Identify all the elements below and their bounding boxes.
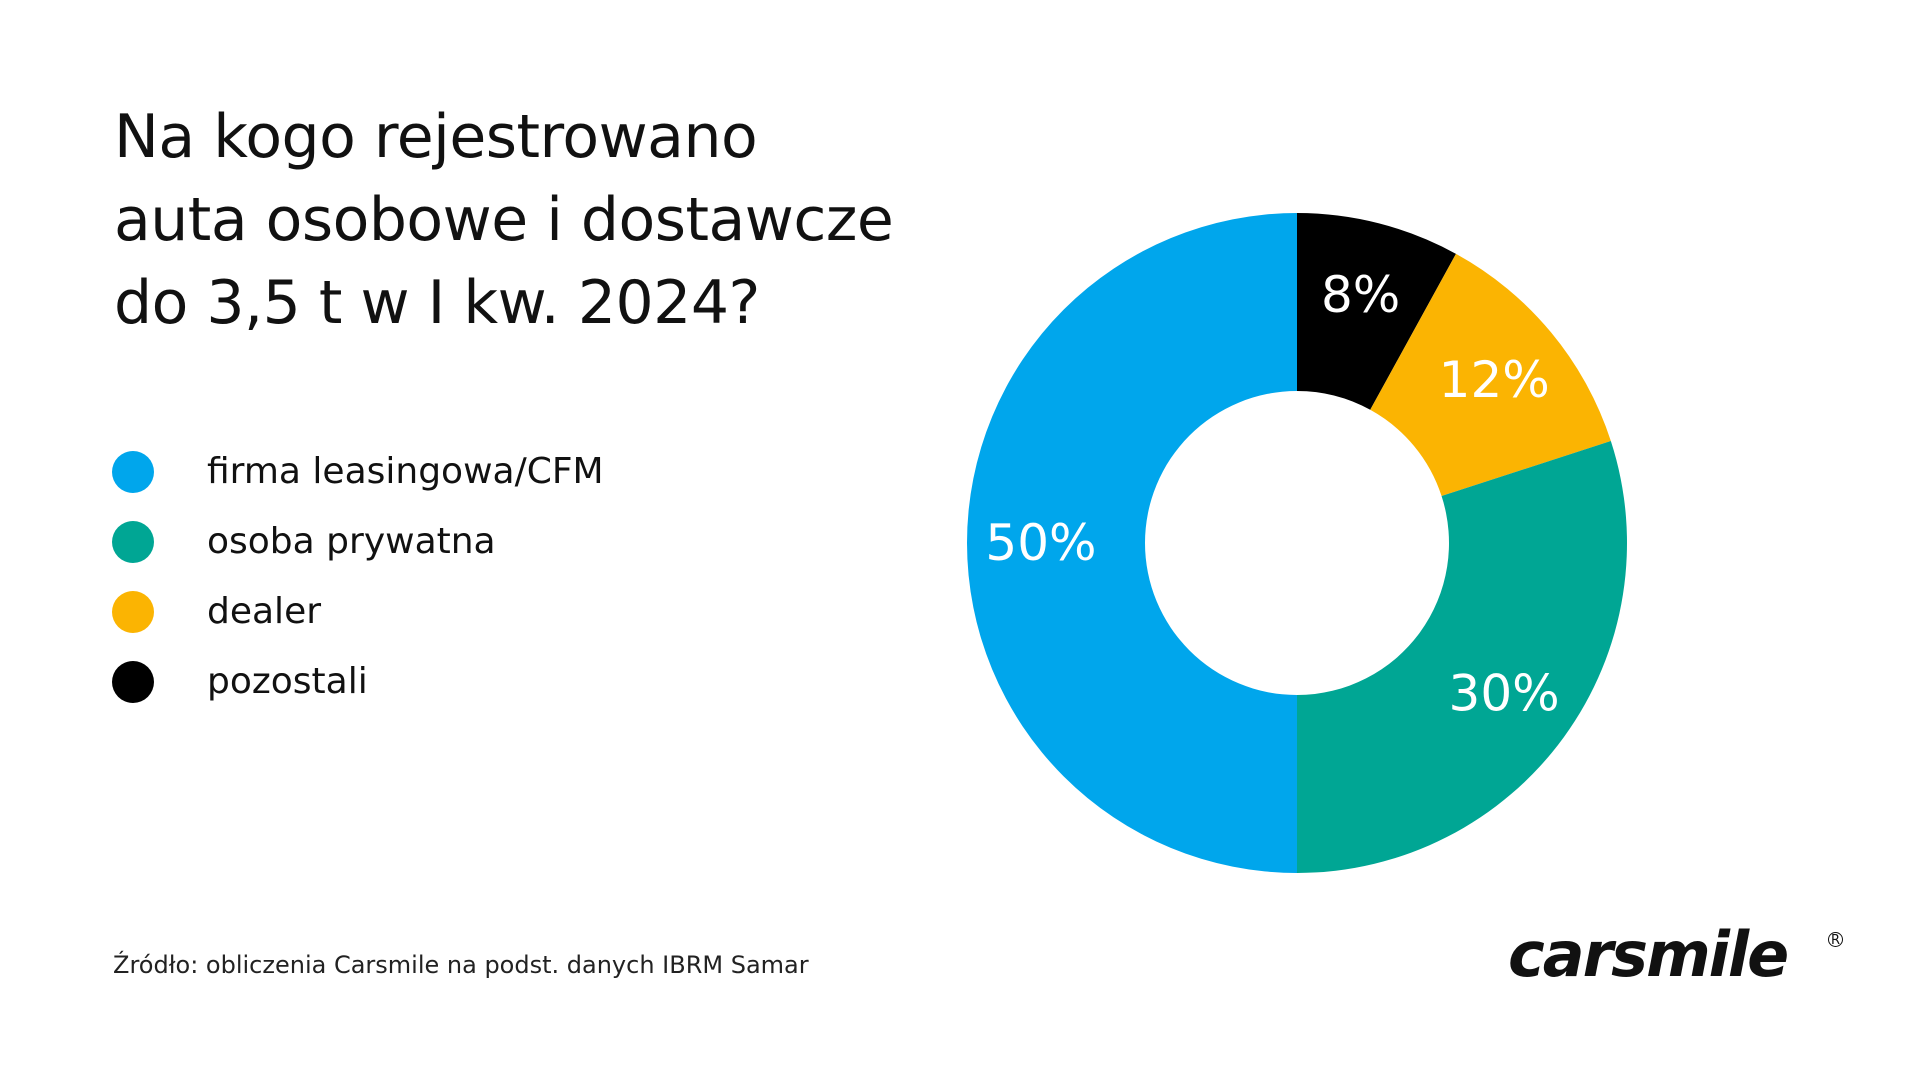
chart-title: Na kogo rejestrowano auta osobowe i dost… [114,96,1014,345]
legend-swatch-osoba-prywatna [112,521,154,563]
legend-swatch-pozostali [112,661,154,703]
slice-label-dealer: 12% [1439,351,1550,409]
slice-pozostali [1297,213,1456,410]
slice-firma-leasingowa-cfm [967,213,1297,873]
legend-label-dealer: dealer [207,591,322,632]
legend-item-firma-leasingowa: firma leasingowa/CFM [112,444,732,514]
legend-swatch-firma-leasingowa [112,451,154,493]
legend: firma leasingowa/CFM osoba prywatna deal… [112,444,732,724]
source-note: Źródło: obliczenia Carsmile na podst. da… [113,951,809,979]
slice-label-pozostali: 8% [1321,266,1400,324]
logo-wordmark: carsmile [1508,918,1789,991]
slice-osoba-prywatna [1297,441,1627,873]
slice-label-osoba-prywatna: 30% [1449,664,1560,722]
legend-label-firma-leasingowa: firma leasingowa/CFM [207,451,604,492]
title-line-3: do 3,5 t w I kw. 2024? [114,268,760,338]
legend-item-dealer: dealer [112,584,732,654]
title-line-1: Na kogo rejestrowano [114,102,758,172]
legend-label-pozostali: pozostali [207,661,368,702]
legend-swatch-dealer [112,591,154,633]
carsmile-logo: carsmile R [1508,910,1848,1000]
title-line-2: auta osobowe i dostawcze [114,185,894,255]
slice-label-firma-leasingowa-cfm: 50% [985,514,1096,572]
slice-dealer [1370,253,1611,497]
legend-item-osoba-prywatna: osoba prywatna [112,514,732,584]
legend-item-pozostali: pozostali [112,654,732,724]
donut-chart: 8% 12% 30% 50% [967,213,1627,873]
legend-label-osoba-prywatna: osoba prywatna [207,521,496,562]
registered-trademark-icon: R [1828,932,1843,948]
